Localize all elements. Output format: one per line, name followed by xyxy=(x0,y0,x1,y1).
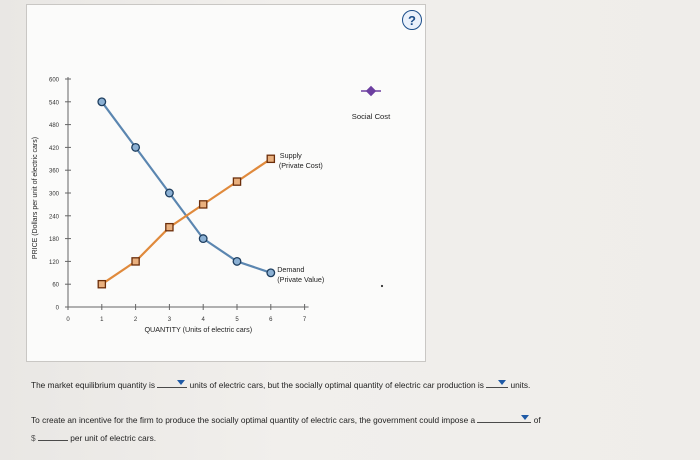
demand-point xyxy=(233,258,241,266)
question-incentive: To create an incentive for the firm to p… xyxy=(31,413,541,425)
y-axis-label: PRICE (Dollars per unit of electric cars… xyxy=(32,137,39,259)
caret-down-icon xyxy=(498,380,506,385)
x-axis-label: QUANTITY (Units of electric cars) xyxy=(144,325,252,334)
y-tick-label: 240 xyxy=(49,214,60,220)
demand-point xyxy=(132,144,140,152)
currency-symbol: $ xyxy=(31,433,36,443)
x-tick-label: 3 xyxy=(168,317,172,323)
supply-point xyxy=(267,155,274,162)
y-tick-label: 300 xyxy=(49,192,60,198)
y-tick-label: 540 xyxy=(49,100,60,106)
y-tick-label: 360 xyxy=(49,169,60,175)
question-amount: $ per unit of electric cars. xyxy=(31,431,156,443)
y-tick-label: 120 xyxy=(49,260,60,266)
supply-label-sub: (Private Cost) xyxy=(279,161,323,170)
market-equilibrium-quantity-dropdown[interactable] xyxy=(157,378,187,388)
demand-curve xyxy=(102,102,271,273)
demand-label-sub: (Private Value) xyxy=(277,275,324,284)
x-tick-label: 4 xyxy=(202,317,206,323)
question-text: of xyxy=(534,415,541,425)
amount-input[interactable] xyxy=(38,431,68,441)
question-text: per unit of electric cars. xyxy=(70,433,156,443)
social-cost-label: Social Cost xyxy=(352,112,391,121)
question-text: The market equilibrium quantity is xyxy=(31,380,155,390)
y-tick-label: 0 xyxy=(56,306,60,312)
y-tick-label: 480 xyxy=(49,123,60,129)
y-tick-label: 420 xyxy=(49,146,60,152)
stray-dot xyxy=(381,285,383,287)
caret-down-icon xyxy=(177,380,185,385)
question-text: To create an incentive for the firm to p… xyxy=(31,415,475,425)
policy-type-dropdown[interactable] xyxy=(477,413,531,423)
x-tick-label: 0 xyxy=(66,317,70,323)
diamond-icon xyxy=(367,87,376,96)
supply-point xyxy=(200,201,207,208)
demand-point xyxy=(199,235,207,243)
x-tick-label: 7 xyxy=(303,317,307,323)
supply-point xyxy=(233,178,240,185)
question-text: units of electric cars, but the socially… xyxy=(190,380,484,390)
demand-point xyxy=(267,269,275,277)
supply-label: Supply xyxy=(280,151,302,160)
y-tick-label: 600 xyxy=(49,78,60,84)
y-tick-label: 60 xyxy=(52,283,59,289)
question-text: units. xyxy=(511,380,531,390)
demand-point xyxy=(98,98,106,106)
supply-point xyxy=(166,224,173,231)
demand-point xyxy=(166,189,174,197)
demand-label: Demand xyxy=(277,265,304,274)
graph-panel: 0 60 120 180 240 300 360 420 480 540 600 0 1 2 3 4 5 6 7 QU… xyxy=(26,4,426,362)
x-tick-label: 6 xyxy=(269,317,273,323)
x-tick-label: 5 xyxy=(235,317,239,323)
supply-point xyxy=(132,258,139,265)
x-tick-label: 1 xyxy=(100,317,104,323)
caret-down-icon xyxy=(521,415,529,420)
question-equilibrium: The market equilibrium quantity is units… xyxy=(31,378,530,390)
supply-demand-chart[interactable]: 0 60 120 180 240 300 360 420 480 540 600 0 1 2 3 4 5 6 7 QU… xyxy=(27,5,425,361)
x-tick-label: 2 xyxy=(134,317,138,323)
help-button[interactable]: ? xyxy=(402,10,422,30)
socially-optimal-quantity-dropdown[interactable] xyxy=(486,378,508,388)
y-tick-label: 180 xyxy=(49,237,60,243)
supply-point xyxy=(98,281,105,288)
